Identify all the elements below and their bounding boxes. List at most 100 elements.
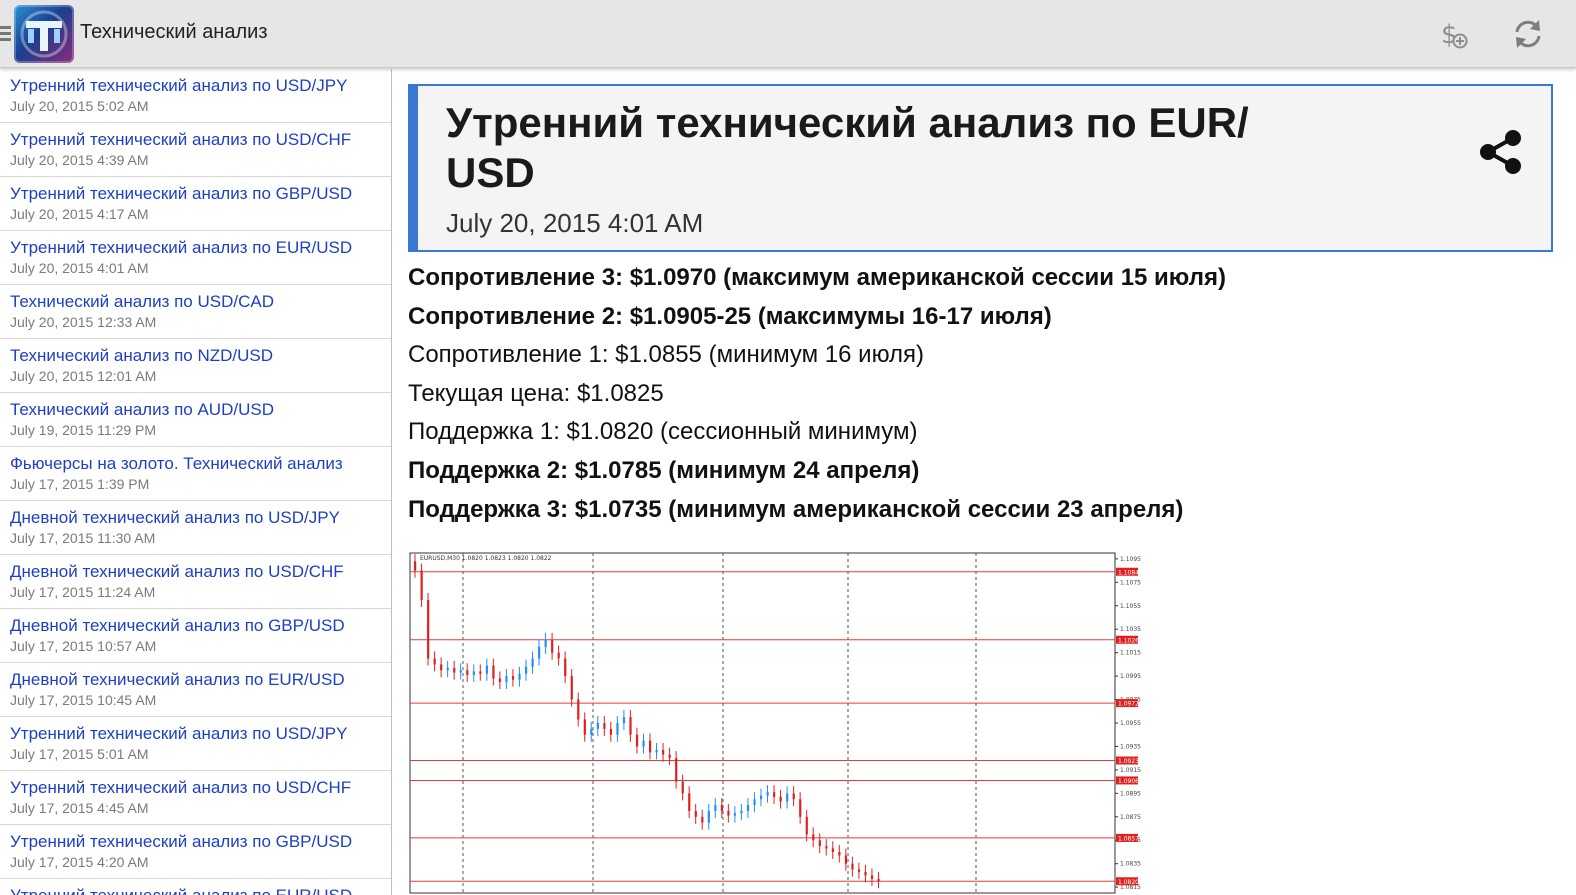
list-item-title: Утренний технический анализ по EUR/USD (10, 885, 391, 895)
chart-tick-label: 1.0835 (1120, 861, 1141, 868)
list-item-date: July 20, 2015 12:01 AM (10, 368, 157, 384)
chart-level-label: 1.1026 (1118, 637, 1139, 644)
list-item[interactable]: Фьючерсы на золото. Технический анализ Ju… (0, 447, 391, 501)
list-item-date: July 20, 2015 4:39 AM (10, 152, 149, 168)
chart-candle (766, 792, 769, 796)
chart-level-tag (1116, 635, 1138, 644)
list-item-date: July 17, 2015 10:45 AM (10, 692, 157, 708)
article-list: Утренний технический анализ по USD/JPY Ju… (0, 69, 392, 895)
chart-frame (409, 552, 1116, 894)
chart-candle (707, 810, 710, 823)
chart-tick-label: 1.0895 (1120, 790, 1141, 797)
chart-candle (440, 664, 443, 671)
chart-candle (799, 799, 802, 817)
level-line-text: Поддержка 3: $1.0735 (минимум американск… (408, 495, 1184, 523)
list-item[interactable]: Дневной технический анализ по USD/CHF Jul… (0, 555, 391, 609)
list-item[interactable]: Утренний технический анализ по GBP/USD Ju… (0, 825, 391, 879)
list-item[interactable]: Утренний технический анализ по USD/JPY Ju… (0, 717, 391, 771)
list-item[interactable]: Дневной технический анализ по EUR/USD Jul… (0, 663, 391, 717)
list-item-title: Фьючерсы на золото. Технический анализ (10, 454, 343, 473)
list-item-title: Дневной технический анализ по USD/CHF (10, 562, 344, 581)
list-item-date: July 19, 2015 11:29 PM (10, 422, 157, 438)
chart-candle (420, 570, 423, 600)
list-item-title: Дневной технический анализ по USD/JPY (10, 508, 340, 527)
list-item[interactable]: Дневной технический анализ по GBP/USD Jul… (0, 609, 391, 663)
chart-candle (688, 793, 691, 811)
chart-candle (740, 810, 743, 814)
chart-candle (753, 799, 756, 806)
list-item-title: Утренний технический анализ по USD/JPY (10, 724, 348, 743)
chart-candle (825, 846, 828, 849)
chart-level-tag (1116, 877, 1138, 886)
list-item[interactable]: Утренний технический анализ по USD/CHF Ju… (0, 771, 391, 825)
article-header: Утренний технический анализ по EUR/ USD … (408, 84, 1553, 252)
chart-candle (720, 805, 724, 811)
chart-candle (551, 639, 554, 653)
chart-candle (694, 810, 697, 817)
chart-candle (831, 848, 834, 852)
article-title: Утренний технический анализ по EUR/ USD (446, 99, 1249, 196)
chart-candle (414, 561, 417, 571)
chart-level-label: 1.0906 (1118, 778, 1139, 785)
list-item-date: July 20, 2015 12:33 AM (10, 314, 157, 330)
list-item[interactable]: Технический анализ по NZD/USD July 20, 20… (0, 339, 391, 393)
chart-tick-label: 1.0935 (1120, 743, 1141, 750)
dollar-plus-icon[interactable]: $ (1432, 14, 1472, 54)
list-item-date: July 17, 2015 10:57 AM (10, 638, 157, 654)
chart-candle (681, 781, 684, 794)
chart-tick-label: 1.0815 (1120, 884, 1141, 891)
list-item-date: July 20, 2015 4:17 AM (10, 206, 149, 222)
list-item[interactable]: Дневной технический анализ по USD/JPY Jul… (0, 501, 391, 555)
chart-candle (577, 699, 580, 720)
chart-tick-label: 1.1075 (1120, 579, 1141, 586)
list-item-title: Утренний технический анализ по EUR/USD (10, 238, 353, 257)
chart-candle (629, 717, 632, 735)
refresh-icon[interactable] (1508, 14, 1548, 54)
chart-tick-label: 1.0995 (1120, 673, 1141, 680)
chart-candle (851, 863, 854, 870)
list-item[interactable]: Утренний технический анализ по GBP/USD Ju… (0, 177, 391, 231)
chart-level-label: 1.1084 (1118, 569, 1139, 576)
chart-candle (714, 805, 717, 811)
chart-candle (662, 749, 665, 755)
app-logo-icon[interactable] (14, 5, 74, 63)
chart-level-tag (1116, 776, 1138, 785)
chart-candle (472, 671, 475, 675)
chart-candle (668, 754, 671, 759)
share-icon[interactable] (1475, 126, 1527, 178)
chart-candle (649, 740, 652, 753)
app-title: Технический анализ (80, 21, 268, 43)
list-item[interactable]: Утренний технический анализ по USD/JPY Ju… (0, 69, 391, 123)
list-item[interactable]: Технический анализ по USD/CAD July 20, 20… (0, 285, 391, 339)
chart-candle (427, 599, 430, 659)
chart-candle (773, 792, 776, 797)
chart-candle (857, 869, 861, 872)
chart-candle (622, 717, 626, 723)
list-item-date: July 17, 2015 4:20 AM (10, 854, 149, 870)
chart-candle (583, 719, 586, 735)
chart-candle (531, 658, 534, 667)
list-item[interactable]: Технический анализ по AUD/USD July 19, 20… (0, 393, 391, 447)
chart-candle (518, 673, 521, 680)
level-line-text: Сопротивление 2: $1.0905-25 (максимумы 1… (408, 302, 1052, 330)
chart-candle (864, 871, 867, 876)
chart-candle (759, 795, 763, 800)
chart-candle (779, 796, 782, 802)
chart-candle (538, 646, 541, 659)
chart-candle (596, 723, 599, 729)
article-view: Утренний технический анализ по EUR/ USD … (393, 69, 1576, 895)
chart-candle (870, 875, 874, 879)
chart-level-label: 1.0923 (1118, 758, 1139, 765)
list-item-date: July 17, 2015 11:30 AM (10, 530, 156, 546)
chart-tick-label: 1.0875 (1120, 814, 1141, 821)
chart-candle (609, 728, 613, 735)
chart-candle (466, 670, 469, 675)
list-item[interactable]: Утренний технический анализ по USD/CHF Ju… (0, 123, 391, 177)
chart-candle (557, 652, 560, 659)
chart-candle (701, 816, 704, 823)
list-item[interactable]: Утренний технический анализ по EUR/USD (0, 879, 391, 895)
chart-tick-label: 1.1095 (1120, 556, 1141, 563)
chart-level-label: 1.0820 (1118, 879, 1139, 886)
drawer-menu-icon[interactable] (0, 24, 12, 44)
list-item[interactable]: Утренний технический анализ по EUR/USD Ju… (0, 231, 391, 285)
